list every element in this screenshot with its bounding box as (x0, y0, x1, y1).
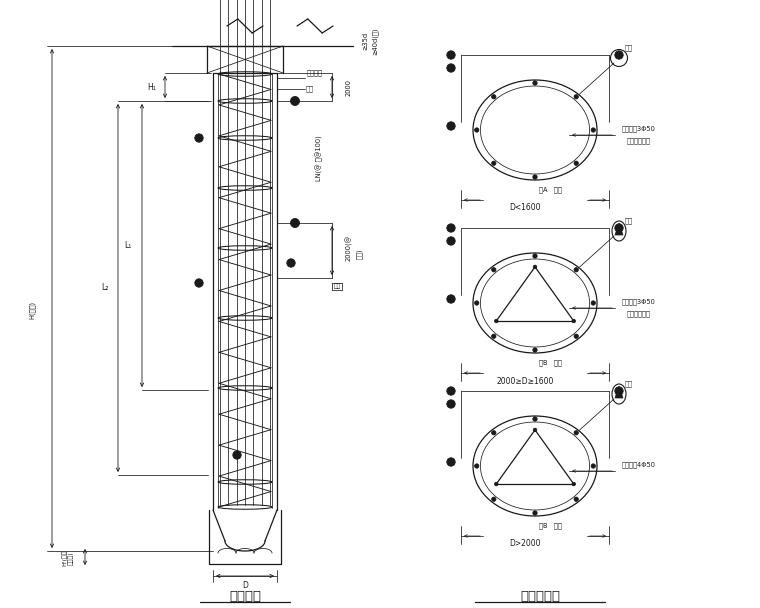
Circle shape (492, 161, 496, 165)
Text: 焊接: 焊接 (625, 45, 633, 51)
Circle shape (615, 387, 623, 395)
Circle shape (574, 334, 578, 339)
Text: H₁: H₁ (147, 83, 157, 91)
Text: （B   型）: （B 型） (539, 523, 562, 530)
Circle shape (447, 237, 455, 245)
Circle shape (447, 51, 455, 59)
Text: ②: ② (448, 401, 454, 407)
Text: 间距: 间距 (334, 284, 340, 289)
Text: ①: ① (448, 52, 454, 58)
Text: 焊接: 焊接 (625, 381, 633, 387)
Text: ≥40d(锚): ≥40d(锚) (372, 27, 378, 55)
Text: ①: ① (234, 452, 240, 457)
Text: （A   型）: （A 型） (539, 187, 562, 193)
Text: 螺旋箍筋3Φ50: 螺旋箍筋3Φ50 (622, 126, 656, 133)
Circle shape (533, 81, 537, 85)
Circle shape (591, 464, 596, 468)
Text: ③: ③ (288, 260, 294, 266)
Text: ⑤: ⑤ (292, 98, 298, 104)
Circle shape (290, 218, 299, 227)
Text: ④: ④ (448, 123, 454, 128)
Circle shape (533, 254, 537, 258)
Circle shape (474, 128, 479, 132)
Circle shape (533, 511, 537, 515)
Text: ①: ① (448, 226, 454, 230)
Text: 2000: 2000 (346, 78, 352, 95)
Circle shape (574, 161, 578, 165)
Text: D>2000: D>2000 (509, 539, 541, 548)
Circle shape (447, 387, 455, 395)
Circle shape (591, 301, 596, 305)
Circle shape (287, 259, 295, 267)
Circle shape (591, 128, 596, 132)
Circle shape (492, 95, 496, 99)
Circle shape (195, 279, 203, 287)
Text: ③: ③ (616, 389, 622, 393)
Circle shape (447, 295, 455, 303)
Text: ③: ③ (616, 226, 622, 230)
Text: D<1600: D<1600 (509, 204, 541, 213)
Circle shape (492, 334, 496, 339)
Text: ④: ④ (448, 297, 454, 302)
Text: 加劲箍筋: 加劲箍筋 (307, 70, 323, 77)
Circle shape (474, 301, 479, 305)
Circle shape (492, 430, 496, 435)
Polygon shape (615, 386, 623, 398)
Text: ④: ④ (196, 136, 202, 140)
Circle shape (572, 482, 575, 486)
Circle shape (495, 482, 498, 486)
Text: ≥35d: ≥35d (362, 32, 368, 50)
Text: 间距): 间距) (356, 248, 363, 259)
Circle shape (492, 268, 496, 272)
Circle shape (534, 265, 537, 269)
Text: 螺旋箍筋3Φ50: 螺旋箍筋3Φ50 (622, 299, 656, 305)
Circle shape (447, 64, 455, 72)
Text: 2000≥D≥1600: 2000≥D≥1600 (496, 376, 554, 385)
Text: H(桩长): H(桩长) (29, 300, 35, 319)
Circle shape (574, 268, 578, 272)
Text: 焊接: 焊接 (625, 218, 633, 224)
Polygon shape (615, 223, 623, 235)
Circle shape (474, 464, 479, 468)
Text: （B   型）: （B 型） (539, 360, 562, 366)
Text: L₂: L₂ (101, 283, 109, 292)
Circle shape (572, 319, 575, 323)
Circle shape (574, 497, 578, 502)
Text: D: D (242, 581, 248, 590)
Text: ③: ③ (616, 52, 622, 58)
Circle shape (447, 458, 455, 466)
Circle shape (195, 134, 203, 142)
Circle shape (615, 51, 623, 59)
Text: ②: ② (448, 66, 454, 71)
Text: 主筋: 主筋 (306, 86, 314, 92)
Text: 桩截面型式: 桩截面型式 (520, 590, 560, 603)
Text: 2000(@: 2000(@ (345, 234, 353, 261)
Circle shape (574, 95, 578, 99)
Circle shape (615, 224, 623, 232)
Circle shape (534, 428, 537, 432)
Text: ②: ② (196, 280, 202, 286)
Circle shape (447, 224, 455, 232)
Circle shape (290, 97, 299, 106)
Circle shape (495, 319, 498, 323)
Circle shape (447, 122, 455, 130)
Circle shape (533, 348, 537, 352)
Circle shape (492, 497, 496, 502)
Text: ②: ② (448, 238, 454, 243)
Text: 螺旋箍筋4Φ50: 螺旋箍筋4Φ50 (622, 461, 656, 468)
Text: ③: ③ (292, 220, 298, 226)
Circle shape (533, 417, 537, 421)
Circle shape (233, 451, 241, 459)
Text: 加劲箍筋间距: 加劲箍筋间距 (627, 137, 651, 144)
Text: 加劲箍筋间距: 加劲箍筋间距 (627, 311, 651, 317)
Text: 桩身大样: 桩身大样 (229, 590, 261, 603)
Text: L₁: L₁ (125, 241, 131, 250)
Text: LN(@ 螺@100): LN(@ 螺@100) (315, 135, 323, 181)
Text: ①: ① (448, 389, 454, 393)
Circle shape (447, 400, 455, 408)
Text: H'(桩底
标高处): H'(桩底 标高处) (62, 550, 74, 566)
Circle shape (574, 430, 578, 435)
Circle shape (533, 175, 537, 179)
Text: ④: ④ (448, 460, 454, 465)
